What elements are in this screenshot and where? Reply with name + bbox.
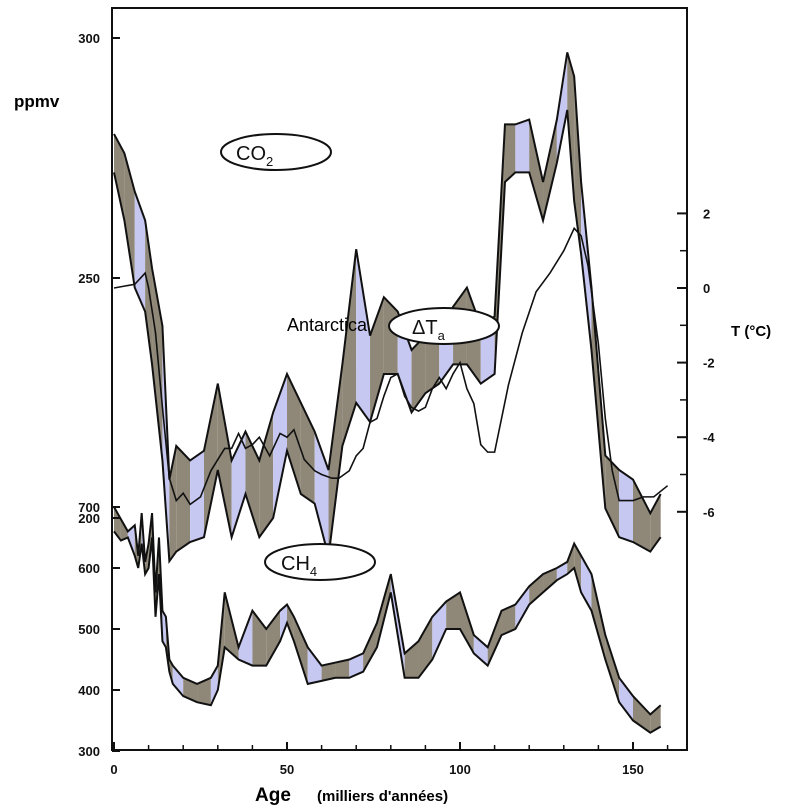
co2-band-segment (203, 383, 218, 538)
antarctica-annotation: Antarctica (287, 315, 368, 335)
co2-tick-label: 250 (78, 271, 100, 286)
ch4-band-segment (307, 647, 322, 684)
x-tick-label: 50 (280, 762, 294, 777)
co2-band-segment (328, 364, 343, 557)
delta-t-label: ΔTa (412, 317, 446, 343)
ch4-band-segment (473, 635, 488, 666)
ch4-band-segment (605, 635, 620, 703)
y-axis-unit-left: ppmv (14, 92, 60, 111)
co2-legend-badge: CO2 (220, 133, 332, 171)
ch4-label: CH4 (281, 553, 317, 579)
ch4-band-segment (266, 610, 281, 666)
ch4-band-segment (432, 601, 447, 660)
ch4-upper-line (113, 506, 662, 716)
x-tick-label: 150 (622, 762, 644, 777)
ch4-band-segment (293, 616, 308, 684)
temp-tick-label: 0 (703, 281, 710, 296)
co2-band-segment (591, 287, 606, 509)
delta-t-legend-badge: ΔTa (388, 307, 500, 345)
co2-band-segment (287, 374, 301, 494)
ch4-band-segment (574, 543, 582, 593)
co2-band-segment (190, 450, 204, 542)
co2-band-segment (217, 383, 232, 538)
ch4-tick-label: 400 (78, 683, 100, 698)
co2-band-segment (633, 479, 651, 552)
ch4-band-segment (335, 659, 350, 678)
co2-tick-label: 300 (78, 31, 100, 46)
co2-band-segment (543, 119, 557, 221)
co2-band-segment (231, 431, 246, 538)
ch4-band-segment (238, 610, 253, 666)
series-layer (113, 52, 669, 734)
co2-band-segment (581, 182, 592, 350)
ch4-band-segment (515, 586, 530, 629)
temp-tick-label: -2 (703, 356, 715, 371)
co2-band-segment (259, 412, 274, 538)
co2-band-segment (124, 153, 135, 288)
co2-band-segment (245, 431, 260, 538)
ch4-tick-label: 700 (78, 500, 100, 515)
co2-band-segment (425, 335, 440, 394)
ch4-band-segment (252, 610, 267, 666)
ch4-band-segment (567, 543, 575, 575)
x-tick-label: 100 (449, 762, 471, 777)
x-axis-title-note: (milliers d'années) (317, 788, 448, 805)
co2-band-segment (356, 249, 371, 422)
ch4-band-segment (581, 555, 592, 611)
co2-band-segment (300, 402, 315, 504)
co2-band-segment (411, 335, 426, 413)
ch4-band-segment (501, 604, 516, 636)
ch4-band-segment (349, 653, 364, 678)
ch4-band-segment (650, 705, 661, 733)
y-axis-unit-right: T (°C) (731, 323, 771, 340)
ch4-band-segment (363, 622, 377, 672)
co2-band-segment (529, 119, 544, 221)
ch4-band-segment (591, 574, 606, 660)
ch4-band-segment (162, 610, 166, 648)
ch4-band-segment (619, 677, 633, 721)
co2-lower-line (113, 109, 662, 565)
temp-tick-label: 2 (703, 206, 710, 221)
ch4-tick-label: 300 (78, 744, 100, 759)
ch4-tick-label: 600 (78, 561, 100, 576)
ch4-band-segment (172, 665, 184, 697)
ch4-band-segment (197, 677, 211, 706)
co2-upper-line (113, 52, 662, 516)
ch4-band-segment (487, 610, 502, 666)
temp-tick-label: -6 (703, 505, 715, 520)
co2-band-segment (273, 374, 287, 518)
co2-tick-label: 200 (78, 511, 100, 526)
x-tick-label: 0 (110, 762, 117, 777)
ch4-band-segment (127, 525, 135, 556)
ch4-tick-label: 500 (78, 622, 100, 637)
x-axis-title: Age (255, 785, 291, 806)
co2-band-segment (504, 124, 516, 182)
ch4-band-segment (460, 592, 474, 654)
ch4-band-segment (446, 592, 460, 629)
ch4-band-segment (376, 574, 391, 648)
co2-band-segment (605, 455, 620, 538)
ch4-band-segment (543, 568, 557, 593)
ch4-band-segment (529, 574, 544, 605)
co2-band-segment (176, 446, 191, 552)
ch4-legend-badge: CH4 (264, 543, 376, 581)
ch4-band-segment (321, 662, 336, 681)
temperature-line (113, 226, 669, 506)
co2-band-segment (619, 470, 633, 542)
co2-label: CO2 (236, 143, 273, 169)
ch4-lower-line (113, 530, 662, 734)
ch4-band-segment (404, 641, 419, 678)
ch4-band-segment (280, 604, 287, 642)
co2-band-segment (556, 52, 568, 163)
ch4-band-segment (120, 519, 128, 541)
co2-band-segment (342, 249, 357, 446)
ch4-band-segment (183, 677, 198, 703)
co2-band-segment (114, 134, 125, 221)
temp-tick-label: -4 (703, 430, 715, 445)
co2-band-segment (383, 297, 398, 374)
co2-band-segment (567, 52, 575, 202)
co2-band-segment (515, 119, 530, 173)
